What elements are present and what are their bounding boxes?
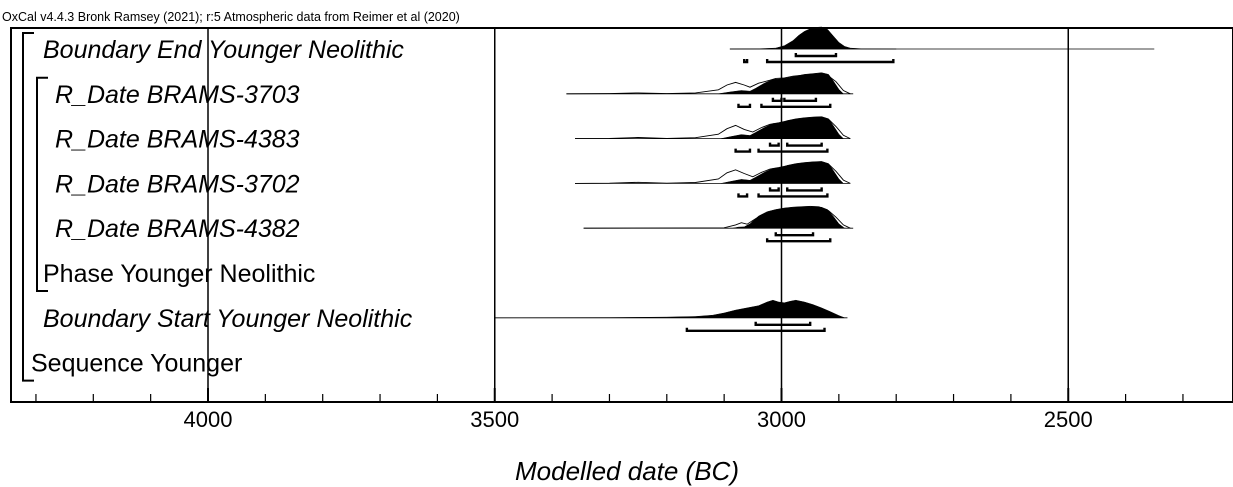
- row-distribution: [583, 205, 854, 243]
- sequence-bracket: [22, 32, 34, 382]
- plot-frame: [10, 27, 1233, 403]
- row-label: Boundary Start Younger Neolithic: [43, 305, 413, 333]
- chart-header: OxCal v4.4.3 Bronk Ramsey (2021); r:5 At…: [2, 10, 460, 24]
- likelihood-outline: [574, 117, 851, 140]
- range-95-bar: [765, 59, 895, 64]
- range-68-bar: [783, 97, 818, 102]
- distributions: [494, 26, 1155, 332]
- group-brackets: [22, 32, 48, 382]
- tick-label-2500: 2500: [1044, 407, 1093, 432]
- row-labels: Boundary End Younger Neolithic R_Date BRA…: [31, 36, 413, 378]
- row-distribution: [729, 26, 1155, 64]
- range-68-bar: [786, 187, 823, 192]
- range-68-bar: [768, 187, 780, 192]
- range-95-bar: [734, 148, 752, 153]
- row-label: R_Date BRAMS-3702: [55, 170, 300, 198]
- row-distribution: [574, 161, 851, 198]
- range-95-bar: [760, 103, 832, 108]
- tick-label-3000: 3000: [757, 407, 806, 432]
- range-68-bar: [754, 321, 812, 326]
- row-label: R_Date BRAMS-3703: [55, 81, 300, 109]
- posterior-distribution: [494, 299, 845, 319]
- posterior-distribution: [721, 116, 845, 139]
- posterior-distribution: [732, 205, 846, 229]
- likelihood-outline: [583, 206, 851, 229]
- range-95-bar: [685, 327, 826, 332]
- row-distribution: [566, 72, 854, 108]
- range-68-bar: [771, 97, 783, 102]
- row-label: Sequence Younger: [31, 350, 242, 378]
- likelihood-outline: [574, 162, 851, 184]
- posterior-distribution: [721, 161, 845, 184]
- posterior-distribution: [718, 72, 845, 95]
- range-95-bar: [757, 193, 829, 198]
- row-label: Boundary End Younger Neolithic: [43, 36, 404, 64]
- tick-label-3500: 3500: [470, 407, 519, 432]
- range-95-bar: [737, 103, 752, 108]
- row-label: Phase Younger Neolithic: [43, 260, 315, 288]
- range-68-bar: [768, 142, 780, 147]
- x-axis: 4000 3500 3000 2500: [35, 388, 1184, 432]
- row-distribution: [494, 299, 848, 332]
- x-axis-label: Modelled date (BC): [515, 456, 739, 486]
- range-68-bar: [794, 53, 838, 58]
- likelihood-outline: [566, 73, 851, 95]
- range-68-bar: [774, 232, 815, 237]
- range-95-bar: [743, 59, 749, 64]
- range-68-bar: [786, 142, 823, 147]
- posterior-distribution: [729, 26, 897, 50]
- row-label: R_Date BRAMS-4383: [55, 126, 300, 154]
- phase-bracket: [36, 76, 48, 292]
- range-95-bar: [765, 238, 832, 243]
- row-distribution: [574, 116, 851, 153]
- range-95-bar: [757, 148, 829, 153]
- gridlines: [207, 28, 1069, 402]
- row-label: R_Date BRAMS-4382: [55, 215, 300, 243]
- tick-label-4000: 4000: [184, 407, 233, 432]
- range-95-bar: [737, 193, 749, 198]
